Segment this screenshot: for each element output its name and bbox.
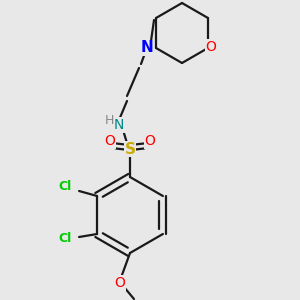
Text: Cl: Cl <box>58 179 72 193</box>
Text: O: O <box>105 134 116 148</box>
Text: N: N <box>114 118 124 132</box>
Text: N: N <box>141 40 153 56</box>
Text: H: H <box>104 113 114 127</box>
Text: Cl: Cl <box>58 232 72 245</box>
Text: O: O <box>145 134 155 148</box>
Text: S: S <box>124 142 136 157</box>
Text: O: O <box>206 40 216 54</box>
Text: O: O <box>115 276 125 290</box>
